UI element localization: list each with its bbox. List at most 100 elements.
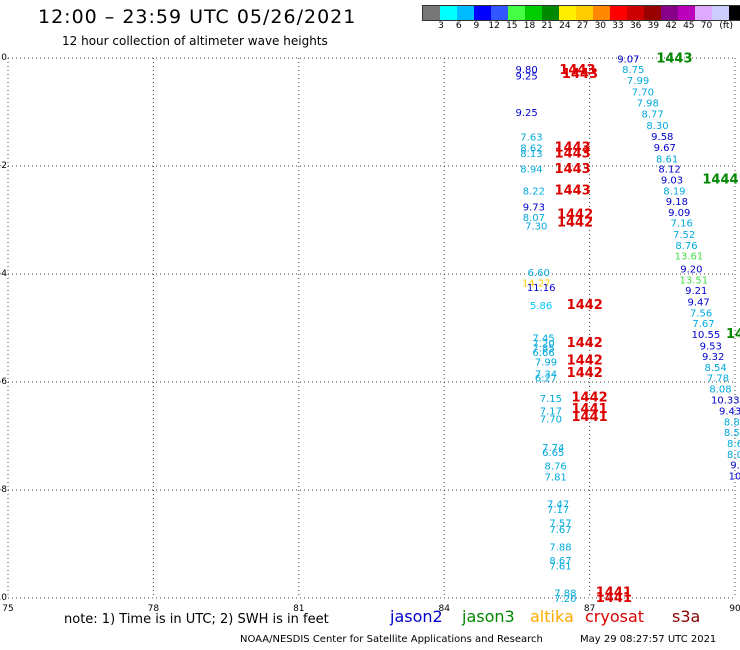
mission-label-jason2: jason2: [390, 607, 443, 626]
data-label: 6.60: [528, 268, 550, 279]
y-tick-label: -10: [0, 593, 7, 603]
data-label: 1442: [557, 208, 593, 223]
data-label: 7.67: [692, 319, 714, 330]
data-label: 9.07: [617, 55, 639, 66]
data-label: 9.25: [515, 71, 537, 82]
data-label: 9.09: [668, 208, 690, 219]
color-swatch: [610, 6, 627, 20]
data-label: 9.80: [515, 65, 537, 76]
data-label: 7.99: [627, 76, 649, 87]
data-label: 8.6: [727, 439, 740, 450]
color-scale-label: (ft): [719, 21, 733, 31]
note-text: note: 1) Time is in UTC; 2) SWH is in fe…: [64, 612, 329, 627]
color-scale-label: 12: [488, 21, 500, 31]
data-label: 5.86: [530, 301, 552, 312]
data-label: 7.99: [535, 357, 557, 368]
color-scale-label: 6: [455, 21, 462, 31]
data-label: 7.20: [554, 594, 576, 605]
data-label: 1442: [567, 336, 603, 351]
color-scale-label: 21: [541, 21, 553, 31]
chart-subtitle: 12 hour collection of altimeter wave hei…: [62, 34, 328, 48]
color-scale-label: 36: [629, 21, 642, 31]
color-scale-label: 9: [473, 21, 480, 31]
data-label: 7.56: [690, 308, 712, 319]
color-swatch: [559, 6, 576, 20]
data-label: 8.76: [675, 241, 697, 252]
data-label: 9.67: [654, 143, 676, 154]
data-label: 6.27: [535, 374, 557, 385]
data-label: 1443: [555, 162, 591, 177]
data-label: 9.: [730, 461, 740, 472]
data-label: 9.03: [661, 176, 683, 187]
data-label: 7.17: [547, 505, 569, 516]
color-scale-label: 27: [576, 21, 589, 31]
data-label: 9.18: [666, 197, 688, 208]
data-label: 7.16: [671, 219, 693, 230]
data-label: 7.78: [707, 374, 729, 385]
color-swatch: [661, 6, 678, 20]
data-label: 1443: [555, 141, 591, 156]
color-scale-label: 18: [523, 21, 536, 31]
timestamp-text: May 29 08:27:57 UTC 2021: [580, 634, 717, 645]
data-label: 7.81: [545, 473, 567, 484]
data-label: 1441: [572, 402, 608, 417]
data-label: 8.67: [549, 556, 571, 567]
color-scale-label: 30: [594, 21, 607, 31]
color-scale-label: 70: [700, 21, 713, 31]
color-swatch: [678, 6, 695, 20]
color-swatch: [491, 6, 508, 20]
data-label: 9.43: [719, 407, 740, 418]
y-tick-label: 0: [1, 53, 7, 63]
y-tick-label: -2: [0, 161, 7, 171]
data-label: 7.34: [535, 369, 557, 380]
data-label: 7.47: [547, 500, 569, 511]
data-label: 8.62: [520, 144, 542, 155]
color-swatch: [423, 6, 440, 20]
data-label: 9.58: [651, 132, 673, 143]
data-label: 1442: [572, 391, 608, 406]
data-label: 9.20: [680, 265, 702, 276]
data-label: 7.17: [540, 407, 562, 418]
x-tick-label: 84: [438, 604, 450, 614]
data-label: 7.85: [532, 343, 554, 354]
mission-label-cryosat: cryosat: [585, 607, 645, 626]
color-scale-bar: [422, 5, 740, 21]
data-label: 8.94: [520, 165, 542, 176]
x-tick-label: 75: [2, 604, 13, 614]
data-label: 9.21: [685, 286, 707, 297]
color-swatch: [576, 6, 593, 20]
color-swatch: [593, 6, 610, 20]
data-label: 9.32: [702, 352, 724, 363]
data-label: 9.47: [688, 298, 710, 309]
data-label: 1442: [557, 216, 593, 231]
chart-title: 12:00 – 23:59 UTC 05/26/2021: [38, 6, 357, 28]
mission-label-altika: altika: [530, 607, 574, 626]
data-label: 1444: [702, 173, 738, 188]
color-scale-label: 45: [683, 21, 695, 31]
color-swatch: [729, 6, 740, 20]
color-swatch: [695, 6, 712, 20]
color-scale-label: 39: [647, 21, 660, 31]
data-label: 1443: [656, 52, 692, 67]
data-label: 7.88: [554, 589, 576, 600]
x-tick-label: 78: [148, 604, 160, 614]
data-label: 8.87: [724, 417, 740, 428]
color-scale-label: 3: [438, 21, 444, 31]
data-label: 11.16: [527, 283, 556, 294]
data-label: 1443: [555, 147, 591, 162]
data-label: 8.22: [523, 186, 545, 197]
data-label: 1441: [596, 591, 632, 606]
color-swatch: [712, 6, 729, 20]
data-label: 10: [729, 471, 740, 482]
data-label: 7.70: [632, 87, 654, 98]
data-label: 1441: [572, 410, 608, 425]
data-label: 14.27: [522, 279, 551, 290]
data-label: 1443: [555, 183, 591, 198]
color-scale-label: 15: [506, 21, 518, 31]
data-label: 1442: [567, 298, 603, 313]
data-label: 7.20: [532, 339, 554, 350]
data-label: 7.88: [549, 543, 571, 554]
color-scale-label: 33: [612, 21, 624, 31]
data-label: 7.74: [542, 443, 564, 454]
